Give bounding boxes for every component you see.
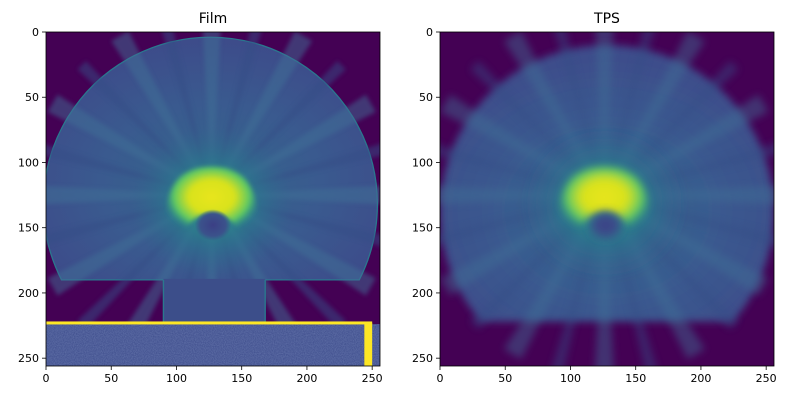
dose-ray xyxy=(211,144,380,196)
dose-ray xyxy=(46,186,212,205)
y-tick-label: 150 xyxy=(18,222,39,235)
y-tick-label: 200 xyxy=(18,287,39,300)
panel-film: Film 0 50 100 150 200 250 0 50 100 150 200 250 xyxy=(18,11,383,385)
x-tick-label: 50 xyxy=(104,372,118,385)
axes-ticks: 0 50 100 150 200 250 0 50 100 150 200 250 xyxy=(412,26,777,385)
dose-ray xyxy=(46,144,212,196)
y-tick-label: 250 xyxy=(412,352,433,365)
dose-ray xyxy=(595,32,614,196)
heatmap-film xyxy=(46,32,380,366)
y-tick-label: 200 xyxy=(412,287,433,300)
hotspot xyxy=(166,166,258,235)
axes-frame xyxy=(45,31,381,367)
dose-ray xyxy=(211,32,262,196)
x-tick-label: 200 xyxy=(690,372,711,385)
hotspot-cold-core xyxy=(587,209,624,241)
x-tick-label: 100 xyxy=(166,372,187,385)
hotspot xyxy=(558,166,650,235)
x-tick-label: 100 xyxy=(560,372,581,385)
axes-frame xyxy=(439,31,775,367)
panel-title-tps: TPS xyxy=(593,11,620,27)
x-tick-label: 250 xyxy=(756,372,777,385)
film-edge-line xyxy=(46,321,373,325)
axes-ticks: 0 50 100 150 200 250 0 50 100 150 200 250 xyxy=(18,26,383,385)
y-tick-label: 50 xyxy=(25,91,39,104)
right-edge-bar xyxy=(364,322,373,366)
dose-ray xyxy=(202,32,221,196)
x-tick-label: 150 xyxy=(625,372,646,385)
y-tick-label: 100 xyxy=(18,156,39,169)
dose-ray xyxy=(162,32,212,196)
panel-tps: TPS 0 50 100 150 200 250 0 50 100 150 200 250 xyxy=(412,11,777,385)
y-tick-label: 0 xyxy=(426,26,433,39)
y-tick-label: 0 xyxy=(32,26,39,39)
x-tick-label: 250 xyxy=(362,372,383,385)
noise-texture xyxy=(46,324,380,366)
x-tick-label: 0 xyxy=(437,372,444,385)
y-tick-label: 250 xyxy=(18,352,39,365)
dose-ray xyxy=(595,195,614,366)
neck-notch-edge xyxy=(162,279,266,323)
dose-ray xyxy=(440,186,605,205)
dose-ray xyxy=(604,195,774,247)
heatmap-tps xyxy=(440,32,774,366)
dose-ray xyxy=(604,143,774,196)
neck-notch xyxy=(163,278,266,323)
y-tick-label: 150 xyxy=(412,222,433,235)
hotspot-cold-core xyxy=(194,209,232,241)
x-tick-label: 200 xyxy=(296,372,317,385)
y-tick-label: 100 xyxy=(412,156,433,169)
dose-ray xyxy=(46,195,212,246)
y-tick-label: 50 xyxy=(419,91,433,104)
dose-ray xyxy=(211,185,380,205)
x-tick-label: 150 xyxy=(231,372,252,385)
x-tick-label: 50 xyxy=(498,372,512,385)
x-tick-label: 0 xyxy=(43,372,50,385)
dose-ray xyxy=(604,185,774,205)
panel-title-film: Film xyxy=(199,11,227,27)
